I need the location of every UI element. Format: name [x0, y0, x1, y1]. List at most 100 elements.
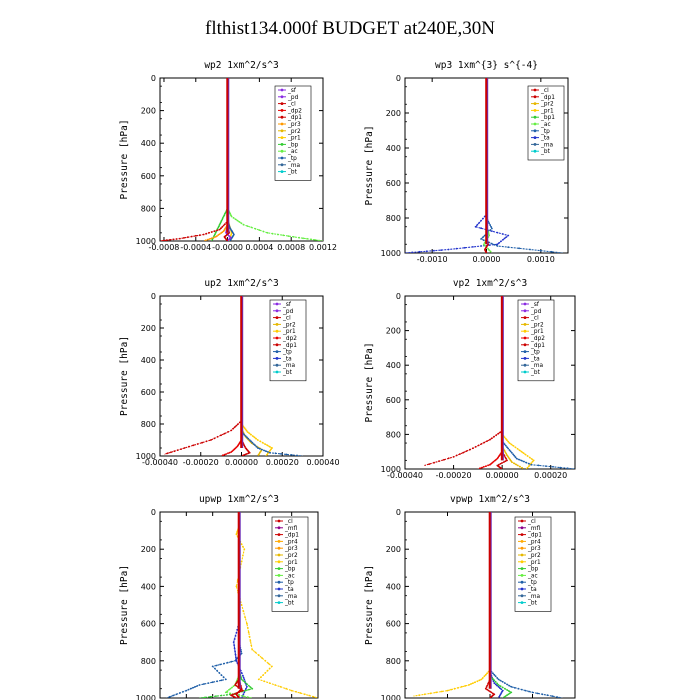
legend-label: _sf — [287, 88, 297, 94]
data-point — [483, 215, 486, 218]
data-point — [256, 447, 259, 449]
data-point — [254, 444, 256, 447]
data-point — [228, 451, 231, 454]
legend-label: _ac — [527, 573, 538, 579]
series-group — [405, 78, 563, 253]
data-point — [242, 689, 244, 692]
data-point — [433, 461, 435, 464]
data-point — [221, 231, 224, 234]
y-tick-label: 1000 — [136, 452, 156, 461]
data-point — [212, 236, 215, 239]
data-point — [556, 696, 559, 698]
legend-label: _cl — [530, 316, 539, 322]
data-point — [468, 448, 471, 451]
legend-label: _mfl — [284, 526, 298, 532]
data-point — [217, 234, 220, 236]
data-point — [508, 692, 511, 695]
data-point — [299, 692, 302, 694]
data-point — [513, 454, 516, 457]
data-point — [513, 686, 516, 689]
legend-marker — [275, 357, 279, 360]
data-point — [204, 239, 207, 241]
data-point — [274, 684, 277, 686]
y-tick-label: 800 — [386, 657, 401, 666]
legend-marker — [280, 156, 284, 160]
legend-marker — [277, 540, 281, 543]
data-point — [246, 683, 248, 685]
data-point — [510, 443, 513, 446]
data-point — [228, 689, 230, 691]
legend-label: _ma — [530, 363, 544, 369]
data-point — [503, 449, 506, 452]
data-point — [250, 644, 253, 647]
data-point — [235, 656, 237, 659]
data-point — [443, 458, 445, 461]
legend-label: _pr4 — [284, 539, 298, 545]
legend-marker — [520, 594, 524, 598]
data-point — [242, 554, 244, 557]
data-point — [270, 448, 272, 451]
data-point — [189, 687, 192, 690]
legend-marker — [523, 323, 527, 326]
data-point — [494, 675, 497, 678]
y-tick-label: 200 — [386, 327, 401, 336]
data-point — [491, 242, 493, 245]
legend-label: _sf — [530, 302, 540, 308]
legend-label: _pr1 — [530, 329, 544, 335]
plot-frame — [159, 77, 324, 242]
legend-marker — [520, 533, 524, 536]
data-point — [251, 648, 254, 651]
legend-label: _bp1 — [540, 115, 555, 121]
data-point — [244, 453, 247, 456]
legend-marker — [520, 567, 524, 570]
data-point — [418, 694, 421, 697]
data-point — [235, 585, 238, 588]
legend-label: _pr3 — [284, 546, 298, 552]
data-point — [490, 225, 492, 228]
data-point — [214, 236, 217, 238]
data-point — [217, 226, 220, 229]
data-point — [254, 227, 257, 230]
data-point — [243, 678, 246, 681]
x-tick-label: -0.0004 — [180, 243, 211, 252]
data-point — [222, 676, 225, 679]
data-point — [192, 444, 195, 447]
data-point — [240, 677, 243, 679]
data-point — [507, 440, 510, 443]
x-tick-label: 0.00020 — [266, 458, 299, 467]
legend-marker — [277, 526, 281, 530]
data-point — [296, 454, 299, 456]
data-point — [487, 689, 490, 692]
data-point — [236, 219, 239, 222]
data-point — [506, 694, 508, 697]
data-point — [269, 449, 271, 452]
data-point — [267, 451, 269, 453]
data-point — [482, 217, 484, 220]
data-point — [517, 464, 519, 467]
data-point — [491, 437, 493, 439]
data-point — [206, 238, 209, 241]
data-point — [483, 675, 486, 678]
legend-label: _dp2 — [530, 336, 545, 342]
data-point — [491, 672, 494, 675]
data-point — [494, 459, 496, 462]
data-point — [493, 679, 496, 682]
data-point — [514, 456, 517, 459]
legend-marker — [523, 302, 527, 306]
data-point — [211, 681, 214, 684]
data-point — [234, 696, 237, 698]
y-tick-label: 1000 — [381, 694, 401, 700]
legend-marker — [277, 519, 281, 523]
data-point — [266, 453, 268, 456]
data-point — [180, 448, 183, 450]
legend-marker — [533, 88, 537, 92]
data-point — [504, 451, 507, 454]
series-group — [166, 512, 318, 698]
data-point — [220, 227, 222, 230]
data-point — [507, 693, 510, 696]
legend: _sf_pd_cl_dp2_dp1_pr3_pr2_pr1_bp_ac_tp_m… — [274, 85, 312, 181]
data-point — [234, 650, 237, 653]
chart-panel-6: vpwp 1xm^2/s^3 0 200 400 600 800 1000 Pressure … — [364, 494, 576, 700]
data-point — [172, 694, 175, 697]
data-point — [244, 689, 247, 692]
